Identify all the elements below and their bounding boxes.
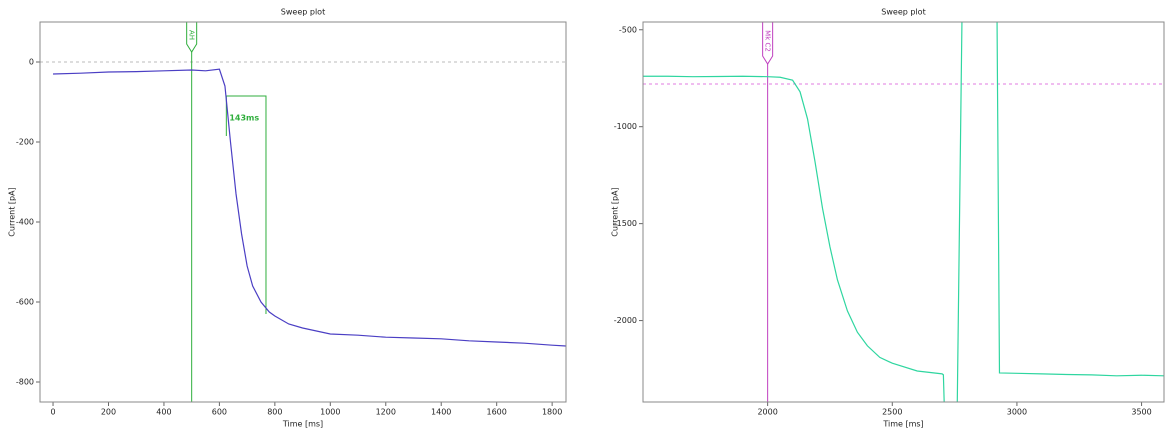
y-tick-label: -400 — [16, 218, 34, 227]
y-tick-label: -800 — [16, 378, 34, 387]
x-axis-label: Time [ms] — [882, 420, 923, 429]
x-tick-label: 400 — [156, 408, 171, 417]
chart: Sweep plot Time [ms] Current [pA] 2000 2500 3… — [611, 8, 1165, 429]
y-tick-label: -200 — [16, 138, 34, 147]
x-tick-label: 1600 — [487, 408, 507, 417]
x-tick-label: 2500 — [882, 408, 902, 417]
chart-title: Sweep plot — [281, 8, 325, 17]
x-tick-label: 600 — [212, 408, 227, 417]
plot-frame — [642, 21, 1165, 403]
plot-area — [643, 22, 1164, 402]
plot-area: 143ms — [40, 22, 566, 402]
x-tick-label: 3500 — [1131, 408, 1151, 417]
data-line — [53, 68, 566, 347]
y-axis-label: Current [pA] — [611, 187, 620, 236]
y-tick-label: -2000 — [614, 316, 637, 325]
x-tick-label: 2000 — [757, 408, 777, 417]
bracket — [225, 95, 267, 314]
chart-title: Sweep plot — [881, 8, 925, 17]
marker-label: Mk C2 — [764, 30, 772, 52]
x-tick-label: 3000 — [1007, 408, 1027, 417]
x-axis-label: Time [ms] — [282, 420, 323, 429]
y-axis-label: Current [pA] — [8, 187, 17, 236]
data-line — [643, 22, 1164, 402]
marker-label: AH — [188, 30, 196, 40]
x-tick-label: 1800 — [542, 408, 562, 417]
x-tick-label: 1400 — [431, 408, 451, 417]
x-tick-label: 1200 — [376, 408, 396, 417]
y-tick-label: 0 — [29, 58, 34, 67]
x-tick-label: 1000 — [320, 408, 340, 417]
x-tick-label: 200 — [101, 408, 116, 417]
y-tick-label: -1500 — [614, 219, 637, 228]
y-tick-label: -500 — [619, 25, 637, 34]
chart: Sweep plot Time [ms] Current [pA] 0 200 400 60… — [8, 8, 567, 429]
y-tick-label: -1000 — [614, 122, 637, 131]
y-tick-label: -600 — [16, 298, 34, 307]
x-tick-label: 800 — [267, 408, 282, 417]
plot-frame — [39, 21, 567, 403]
bracket-label: 143ms — [229, 114, 259, 123]
x-tick-label: 0 — [50, 408, 55, 417]
